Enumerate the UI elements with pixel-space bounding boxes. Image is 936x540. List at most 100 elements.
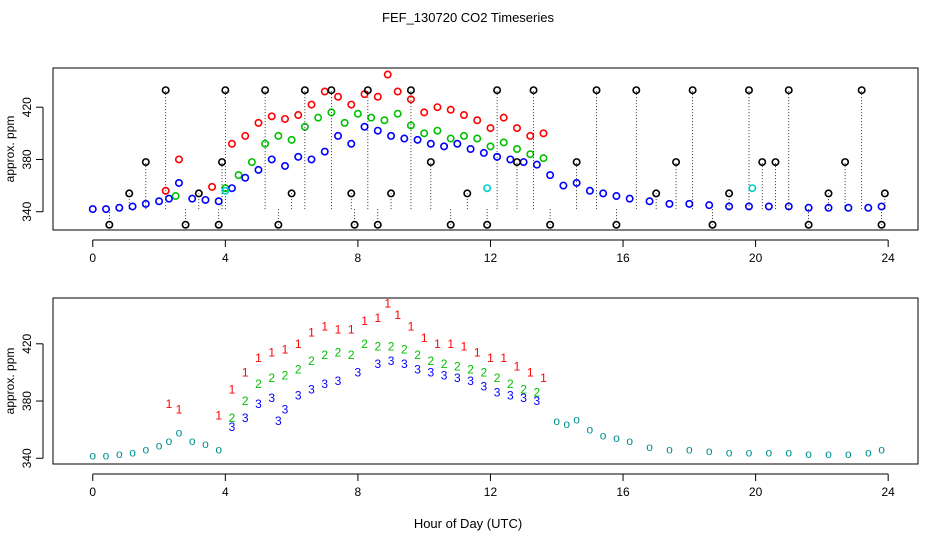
point-label-1: 1: [514, 360, 521, 374]
point-label-baseline: o: [600, 428, 607, 442]
point-label-3: 3: [414, 363, 421, 377]
point-black: [161, 86, 170, 95]
point-label-1: 1: [447, 337, 454, 351]
point-label-baseline: o: [176, 426, 183, 440]
point-label-2: 2: [348, 348, 355, 362]
point-blue: [128, 202, 137, 211]
point-label-1: 1: [282, 343, 289, 357]
point-green: [340, 118, 349, 127]
point-blue: [559, 181, 568, 190]
point-label-baseline: o: [726, 446, 733, 460]
point-label-1: 1: [255, 351, 262, 365]
point-black: [218, 158, 227, 167]
point-black: [363, 86, 372, 95]
point-black: [592, 86, 601, 95]
point-black: [529, 86, 538, 95]
point-label-baseline: o: [166, 434, 173, 448]
point-label-2: 2: [534, 385, 541, 399]
point-label-baseline: o: [563, 417, 570, 431]
point-label-3: 3: [467, 374, 474, 388]
point-label-1: 1: [474, 345, 481, 359]
point-blue: [744, 202, 753, 211]
point-label-1: 1: [348, 322, 355, 336]
y-tick-label: 340: [20, 448, 34, 468]
point-label-3: 3: [427, 365, 434, 379]
point-red: [526, 131, 535, 140]
x-tick-label: 16: [616, 485, 630, 499]
point-black: [841, 158, 850, 167]
point-label-baseline: o: [202, 437, 209, 451]
point-cyan: [483, 184, 492, 193]
point-red: [393, 87, 402, 96]
point-label-3: 3: [282, 403, 289, 417]
point-label-2: 2: [374, 340, 381, 354]
point-label-baseline: o: [805, 447, 812, 461]
point-label-1: 1: [408, 320, 415, 334]
point-black: [672, 158, 681, 167]
point-label-baseline: o: [613, 431, 620, 445]
point-blue: [685, 199, 694, 208]
x-tick-label: 12: [484, 251, 498, 265]
x-tick-label: 20: [749, 485, 763, 499]
point-blue: [877, 202, 886, 211]
point-black: [327, 86, 336, 95]
point-label-1: 1: [166, 397, 173, 411]
point-blue: [164, 194, 173, 203]
point-label-2: 2: [282, 368, 289, 382]
point-label-baseline: o: [573, 413, 580, 427]
point-label-baseline: o: [746, 446, 753, 460]
point-label-1: 1: [176, 403, 183, 417]
point-label-baseline: o: [156, 438, 163, 452]
point-label-1: 1: [321, 320, 328, 334]
point-label-3: 3: [388, 354, 395, 368]
point-black: [652, 189, 661, 198]
point-label-2: 2: [427, 354, 434, 368]
point-blue: [227, 184, 236, 193]
point-blue: [254, 165, 263, 174]
point-label-2: 2: [229, 411, 236, 425]
point-label-baseline: o: [189, 434, 196, 448]
point-green: [420, 129, 429, 138]
x-tick-label: 8: [355, 251, 362, 265]
point-green: [380, 116, 389, 125]
point-label-baseline: o: [129, 446, 136, 460]
point-label-3: 3: [355, 365, 362, 379]
point-label-1: 1: [215, 408, 222, 422]
point-blue: [267, 155, 276, 164]
plot-frame: [52, 297, 919, 465]
point-green: [433, 126, 442, 135]
point-blue: [493, 152, 502, 161]
point-blue: [572, 178, 581, 187]
point-label-baseline: o: [116, 447, 123, 461]
point-red: [433, 103, 442, 112]
point-label-baseline: o: [825, 447, 832, 461]
point-red: [406, 95, 415, 104]
point-black: [105, 220, 114, 229]
x-tick-label: 24: [881, 485, 895, 499]
point-black: [141, 158, 150, 167]
point-label-baseline: o: [865, 446, 872, 460]
point-blue: [280, 161, 289, 170]
point-red: [383, 70, 392, 79]
point-red: [347, 100, 356, 109]
point-label-3: 3: [255, 397, 262, 411]
point-black: [857, 86, 866, 95]
point-blue: [115, 203, 124, 212]
point-blue: [506, 155, 515, 164]
point-blue: [241, 173, 250, 182]
point-blue: [705, 201, 714, 210]
point-green: [459, 131, 468, 140]
point-label-baseline: o: [646, 440, 653, 454]
point-label-baseline: o: [785, 446, 792, 460]
point-label-1: 1: [308, 325, 315, 339]
point-black: [784, 86, 793, 95]
point-green: [247, 158, 256, 167]
point-label-2: 2: [401, 343, 408, 357]
point-blue: [188, 194, 197, 203]
point-blue: [214, 197, 223, 206]
point-blue: [307, 155, 316, 164]
point-red: [373, 92, 382, 101]
point-black: [880, 189, 889, 198]
point-black: [446, 220, 455, 229]
point-black: [688, 86, 697, 95]
